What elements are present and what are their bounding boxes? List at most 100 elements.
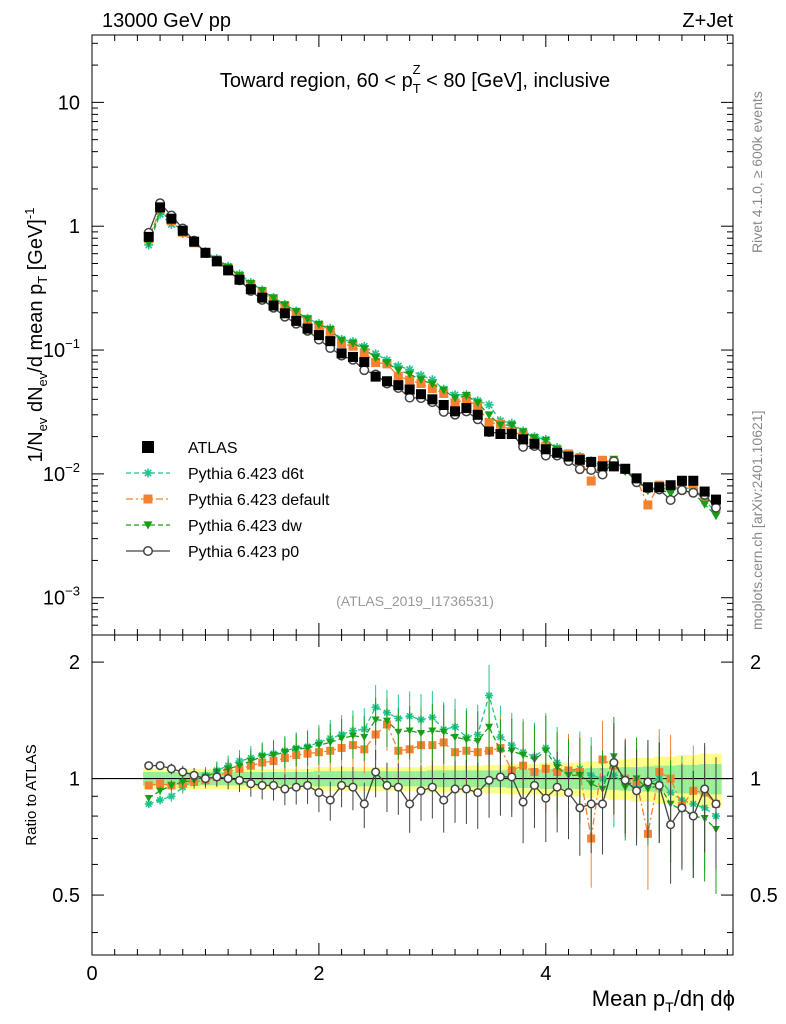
main-point-atlas: [450, 406, 461, 417]
ratio-point-p0: [597, 799, 608, 809]
main-point-atlas: [665, 480, 676, 491]
main-point-dw: [303, 315, 313, 324]
ratio-point-p0: [427, 782, 437, 792]
ratio-tick-label-left: 0.5: [52, 885, 80, 907]
ratio-point-dw: [292, 746, 301, 754]
ratio-tick-label-right: 2: [750, 652, 761, 674]
ratio-point-p0: [371, 767, 381, 777]
x-tick-label: 0: [86, 963, 97, 985]
main-series-layer: [143, 198, 722, 521]
main-point-dw: [711, 512, 721, 521]
main-point-atlas: [143, 231, 154, 242]
main-point-dw: [405, 370, 415, 379]
x-axis-label: Mean pT/dη dϕ: [592, 986, 735, 1015]
ratio-point-d6t: [485, 691, 494, 700]
main-point-atlas: [189, 236, 200, 247]
main-point-dw: [666, 489, 676, 498]
rivet-version-label: Rivet 4.1.0, ≥ 600k events: [749, 91, 765, 253]
main-point-dw: [393, 366, 403, 375]
main-point-p0: [665, 494, 676, 506]
ratio-point-p0: [541, 793, 551, 803]
y-tick-label: 10: [58, 92, 80, 114]
ratio-point-p0: [234, 775, 245, 785]
legend-label: ATLAS: [188, 440, 238, 457]
main-point-atlas: [518, 434, 529, 445]
ratio-point-p0: [700, 784, 710, 794]
main-point-atlas: [484, 426, 495, 437]
ratio-point-dw: [303, 744, 312, 752]
main-point-p0: [359, 365, 370, 376]
process-label: Z+Jet: [682, 10, 733, 32]
main-point-atlas: [416, 389, 427, 400]
main-point-p0: [586, 464, 597, 476]
ratio-point-dw: [451, 733, 460, 742]
ratio-point-p0: [620, 775, 630, 785]
main-point-default: [371, 358, 381, 368]
main-point-atlas: [313, 330, 324, 341]
main-point-dw: [382, 359, 392, 368]
ratio-point-d6t: [156, 796, 165, 805]
ratio-point-dw: [326, 739, 335, 747]
ratio-point-dw: [314, 741, 323, 750]
main-point-dw: [416, 376, 426, 385]
main-point-dw: [450, 394, 460, 403]
main-point-atlas: [654, 482, 665, 493]
ratio-tick-label-left: 1: [69, 769, 80, 791]
main-point-default: [598, 455, 608, 465]
ratio-point-p0: [461, 784, 471, 794]
main-point-atlas: [166, 213, 177, 224]
ratio-point-dw: [235, 762, 244, 770]
main-point-atlas: [506, 428, 517, 439]
ratio-point-p0: [609, 758, 619, 768]
main-point-atlas: [393, 380, 404, 391]
main-point-default: [405, 375, 415, 385]
main-point-dw: [700, 500, 710, 509]
main-point-dw: [291, 307, 301, 317]
main-point-dw: [280, 301, 290, 310]
ratio-point-p0: [416, 786, 426, 796]
y-tick-label: 1: [69, 216, 80, 238]
main-point-atlas: [676, 475, 687, 486]
ratio-point-p0: [280, 784, 290, 794]
ratio-point-dw: [473, 737, 482, 746]
main-point-atlas: [279, 308, 290, 319]
main-point-p0: [404, 392, 415, 403]
legend-label: Pythia 6.423 dw: [188, 518, 302, 535]
ratio-axis-label: Ratio to ATLAS: [23, 744, 40, 845]
main-point-atlas: [597, 461, 608, 472]
ratio-point-p0: [303, 780, 313, 790]
main-point-default: [450, 398, 460, 408]
main-point-atlas: [336, 348, 347, 359]
legend-marker: [142, 441, 154, 453]
energy-label: 13000 GeV pp: [102, 10, 231, 32]
main-point-default: [643, 500, 653, 510]
main-point-atlas: [529, 438, 540, 449]
main-point-atlas: [688, 475, 699, 486]
ratio-point-p0: [495, 772, 505, 782]
main-point-atlas: [563, 451, 574, 462]
ratio-tick-label-left: 2: [69, 652, 80, 674]
main-point-default: [427, 384, 437, 394]
ratio-point-p0: [212, 772, 222, 782]
main-point-atlas: [710, 494, 721, 505]
ratio-point-p0: [518, 797, 528, 807]
ratio-point-dw: [382, 717, 391, 725]
main-point-dw: [518, 428, 528, 437]
main-point-atlas: [620, 463, 631, 474]
ratio-point-p0: [563, 788, 574, 798]
ratio-point-p0: [643, 777, 653, 787]
ratio-point-p0: [189, 770, 199, 780]
ratio-point-p0: [632, 786, 642, 796]
ratio-plot-frame: [91, 634, 734, 956]
ratio-point-p0: [450, 784, 460, 794]
ratio-point-p0: [529, 780, 540, 790]
main-point-default: [393, 371, 403, 381]
ratio-point-p0: [359, 799, 369, 809]
ratio-point-p0: [257, 780, 267, 790]
main-line-default: [148, 207, 717, 509]
main-point-atlas: [155, 202, 166, 213]
main-point-dw: [371, 354, 381, 363]
ratio-point-p0: [144, 761, 154, 771]
ratio-point-p0: [711, 799, 721, 809]
main-point-dw: [348, 339, 358, 348]
